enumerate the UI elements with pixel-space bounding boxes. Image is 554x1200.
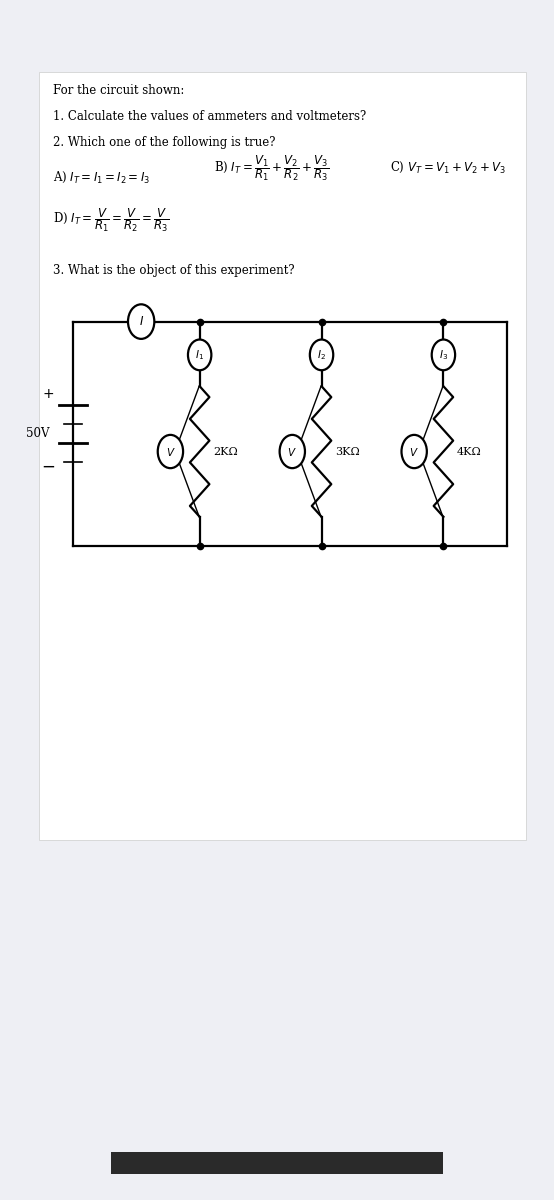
Text: $I$: $I$: [138, 316, 143, 328]
Text: −: −: [42, 458, 55, 476]
Text: A) $I_T = I_1 = I_2 = I_3$: A) $I_T = I_1 = I_2 = I_3$: [53, 169, 151, 185]
Text: $V$: $V$: [288, 445, 297, 457]
Text: 3KΩ: 3KΩ: [335, 446, 360, 456]
Text: 4KΩ: 4KΩ: [457, 446, 482, 456]
Circle shape: [280, 434, 305, 468]
Text: $I_2$: $I_2$: [317, 348, 326, 361]
Text: 1. Calculate the values of ammeters and voltmeters?: 1. Calculate the values of ammeters and …: [53, 110, 367, 122]
Text: $I_1$: $I_1$: [195, 348, 204, 361]
Text: $V$: $V$: [166, 445, 175, 457]
Text: D) $I_T = \dfrac{V}{R_1} = \dfrac{V}{R_2} = \dfrac{V}{R_3}$: D) $I_T = \dfrac{V}{R_1} = \dfrac{V}{R_2…: [53, 206, 170, 234]
Circle shape: [310, 340, 334, 371]
Text: 2KΩ: 2KΩ: [213, 446, 238, 456]
Text: For the circuit shown:: For the circuit shown:: [53, 84, 185, 97]
Text: 2. Which one of the following is true?: 2. Which one of the following is true?: [53, 136, 276, 149]
Text: +: +: [43, 386, 54, 401]
Circle shape: [432, 340, 455, 371]
Circle shape: [158, 434, 183, 468]
Text: $V$: $V$: [409, 445, 419, 457]
Circle shape: [188, 340, 212, 371]
Text: C) $V_T = V_1 + V_2 + V_3$: C) $V_T = V_1 + V_2 + V_3$: [390, 160, 506, 175]
Text: 50V: 50V: [26, 427, 49, 440]
Circle shape: [128, 305, 155, 338]
Circle shape: [402, 434, 427, 468]
Text: $I_3$: $I_3$: [439, 348, 448, 361]
Text: 3. What is the object of this experiment?: 3. What is the object of this experiment…: [53, 264, 295, 276]
Text: B) $I_T = \dfrac{V_1}{R_1} + \dfrac{V_2}{R_2} + \dfrac{V_3}{R_3}$: B) $I_T = \dfrac{V_1}{R_1} + \dfrac{V_2}…: [214, 152, 330, 182]
